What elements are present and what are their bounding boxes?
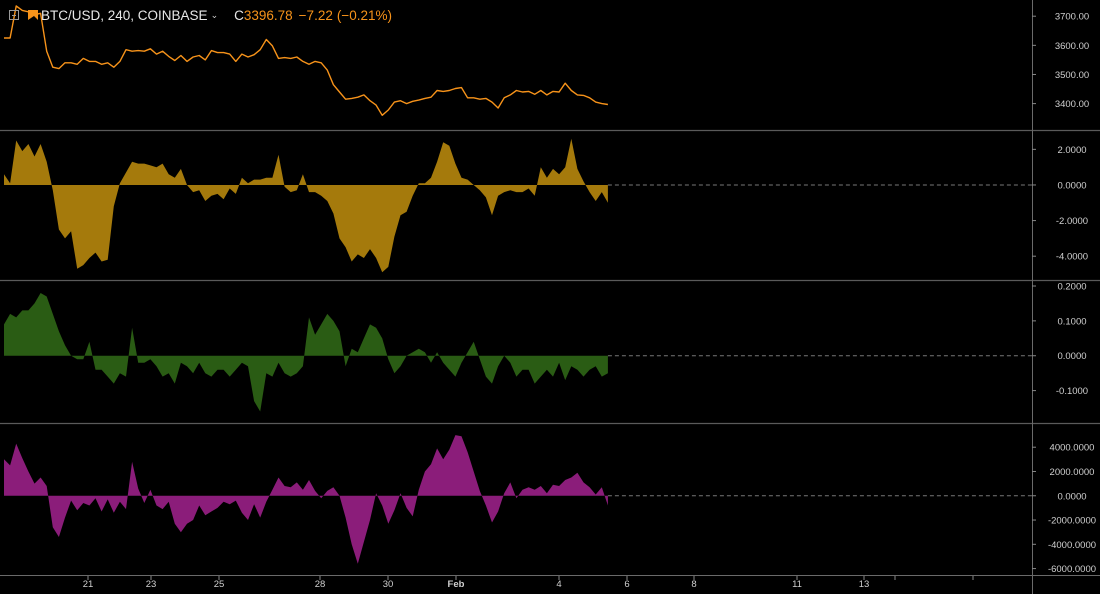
time-scale[interactable]: 21 23 25 28 30 Feb 4 6 8 11 13 [83, 576, 974, 590]
series-price [4, 5, 609, 116]
x-tick-label: 21 [83, 579, 94, 590]
flag-icon [28, 10, 38, 20]
x-tick-label: 13 [859, 579, 870, 590]
y-axis-osc3[interactable]: 4000.0000 2000.0000 0.0000 -2000.0000 -4000.… [1032, 443, 1096, 575]
symbol-title[interactable]: BTC/USD, 240, COINBASE [41, 7, 208, 23]
chevron-down-icon[interactable]: ⌄ [210, 9, 219, 20]
series-osc1 [4, 138, 608, 273]
x-tick-label: 30 [383, 579, 394, 590]
series-osc3 [4, 435, 608, 564]
y-tick-label: 0.2000 [1057, 282, 1086, 293]
pane-price [4, 5, 609, 116]
price-change: −7.22 [298, 7, 333, 23]
x-tick-label: 25 [214, 579, 225, 590]
price-change-percent: (−0.21%) [336, 7, 392, 23]
x-tick-label: 8 [691, 579, 696, 590]
y-tick-label: 0.0000 [1057, 180, 1086, 191]
y-tick-label: -2.0000 [1056, 216, 1088, 227]
y-tick-label: -0.1000 [1056, 386, 1088, 397]
pane-osc2 [4, 293, 1032, 412]
x-tick-label: 23 [146, 579, 157, 590]
plot-group [4, 5, 1032, 564]
y-tick-label: -4.0000 [1056, 252, 1088, 263]
y-tick-label: 3400.00 [1055, 99, 1089, 110]
close-label: C [234, 7, 244, 23]
symbol-header: BTC/USD, 240, COINBASE ⌄ C 3396.78 −7.22… [9, 6, 392, 24]
y-tick-label: -6000.0000 [1048, 564, 1096, 575]
x-tick-label: Feb [448, 579, 465, 590]
y-tick-label: 0.1000 [1057, 316, 1086, 327]
y-tick-label: 0.0000 [1057, 491, 1086, 502]
y-tick-label: 3700.00 [1055, 12, 1089, 23]
y-tick-label: 3600.00 [1055, 41, 1089, 52]
y-axis-osc1[interactable]: 2.0000 0.0000 -2.0000 -4.0000 [1032, 145, 1088, 263]
y-tick-label: 4000.0000 [1050, 443, 1095, 454]
y-tick-label: 2.0000 [1057, 145, 1086, 156]
pane-osc3 [4, 435, 1032, 564]
x-tick-label: 11 [792, 579, 802, 590]
y-tick-label: 3500.00 [1055, 70, 1089, 81]
x-tick-label: 4 [556, 579, 561, 590]
y-tick-label: 0.0000 [1057, 351, 1086, 362]
x-tick-label: 6 [624, 579, 629, 590]
y-tick-label: -4000.0000 [1048, 540, 1096, 551]
price-scale[interactable]: 3700.00 3600.00 3500.00 3400.00 2.0000 0.0000… [1032, 12, 1096, 575]
y-tick-label: 2000.0000 [1050, 467, 1095, 478]
series-osc2 [4, 293, 608, 412]
x-tick-label: 28 [315, 579, 326, 590]
y-tick-label: -2000.0000 [1048, 516, 1096, 527]
close-value: 3396.78 [243, 7, 293, 23]
collapse-icon[interactable] [9, 10, 19, 20]
pane-osc1 [4, 138, 1032, 273]
y-axis-price[interactable]: 3700.00 3600.00 3500.00 3400.00 [1032, 12, 1089, 110]
y-axis-osc2[interactable]: 0.2000 0.1000 0.0000 -0.1000 [1032, 282, 1088, 398]
